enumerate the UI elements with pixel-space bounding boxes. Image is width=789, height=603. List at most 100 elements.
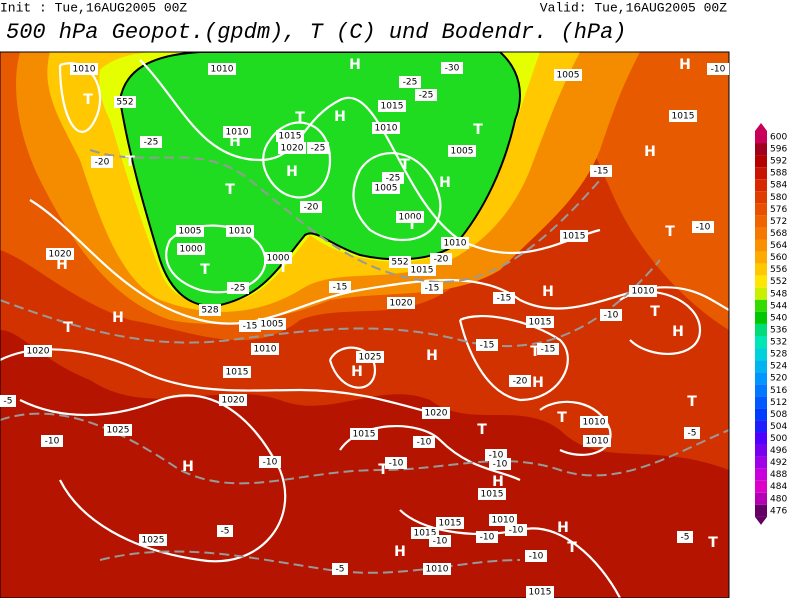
pressure-center: T bbox=[687, 394, 697, 410]
temperature-label: -5 bbox=[221, 527, 230, 537]
temperature-label: -20 bbox=[513, 377, 528, 387]
pressure-center: H bbox=[286, 164, 298, 180]
pressure-center: T bbox=[708, 535, 718, 551]
pressure-center: T bbox=[650, 304, 660, 320]
colorbar-label: 516 bbox=[770, 386, 787, 396]
colorbar-segment bbox=[755, 155, 767, 168]
isobar-label: 1005 bbox=[261, 320, 284, 330]
temperature-label-box bbox=[493, 292, 515, 304]
colorbar-segment bbox=[755, 287, 767, 300]
temperature-label: -10 bbox=[711, 65, 726, 75]
colorbar-label: 548 bbox=[770, 289, 787, 299]
temperature-label: -5 bbox=[688, 429, 697, 439]
isobar-label: 1005 bbox=[375, 184, 398, 194]
colorbar-segment bbox=[755, 143, 767, 156]
temperature-label-box bbox=[307, 142, 329, 154]
temperature-label-box bbox=[300, 201, 322, 213]
isobar-label-box bbox=[378, 100, 406, 112]
isobar-label: 1000 bbox=[267, 254, 290, 264]
colorbar-label: 496 bbox=[770, 446, 787, 456]
temperature-label-box bbox=[692, 221, 714, 233]
isobar-label-box bbox=[139, 534, 167, 546]
colorbar-segment bbox=[755, 456, 767, 469]
isobar-label: 1000 bbox=[180, 245, 203, 255]
temperature-label: -25 bbox=[386, 174, 401, 184]
isobar-label-box bbox=[176, 225, 204, 237]
temperature-label: -15 bbox=[480, 341, 495, 351]
isobar-label-box bbox=[219, 394, 247, 406]
isobar-label: 1015 bbox=[439, 519, 462, 529]
map-labels: 1010 1010 1005 1015 1010 1015 1020 1015 1010 1005… bbox=[0, 57, 729, 598]
temperature-label-box bbox=[413, 436, 435, 448]
isobar-label-box bbox=[448, 145, 476, 157]
colorbar-segment bbox=[755, 275, 767, 288]
isobar-label-box bbox=[251, 343, 279, 355]
colorbar-label: 488 bbox=[770, 470, 787, 480]
isobar-label: 1010 bbox=[586, 437, 609, 447]
colorbar-label: 564 bbox=[770, 241, 787, 251]
pressure-center: T bbox=[295, 110, 305, 126]
isobar-label-box bbox=[372, 182, 400, 194]
pressure-center: H bbox=[426, 348, 438, 364]
pressure-center: H bbox=[679, 57, 691, 73]
isobar-label-box bbox=[423, 563, 451, 575]
pressure-center: H bbox=[229, 134, 241, 150]
colorbar-segment bbox=[755, 384, 767, 397]
temperature-label: -10 bbox=[604, 311, 619, 321]
colorbar-segment bbox=[755, 263, 767, 276]
temperature-label: -15 bbox=[497, 294, 512, 304]
isobar-label: 1010 bbox=[254, 345, 277, 355]
temperature-label-box bbox=[707, 63, 729, 75]
temperature-label-box bbox=[441, 62, 463, 74]
pressure-center: H bbox=[557, 520, 569, 536]
isobar-label-box bbox=[669, 110, 697, 122]
pressure-center: H bbox=[532, 375, 544, 391]
colorbar-label: 544 bbox=[770, 301, 787, 311]
isobar-label: 1015 bbox=[226, 368, 249, 378]
temperature-label: -10 bbox=[529, 552, 544, 562]
isobar-label-box bbox=[408, 264, 436, 276]
temperature-label: -5 bbox=[4, 397, 13, 407]
temperature-label-box bbox=[0, 395, 16, 407]
isobar-label-box bbox=[554, 69, 582, 81]
isobar-label: 1015 bbox=[414, 529, 437, 539]
isobar-label-box bbox=[583, 435, 611, 447]
colorbar-segment bbox=[755, 130, 767, 144]
isobar-label: 1025 bbox=[142, 536, 165, 546]
pressure-center: T bbox=[125, 154, 135, 170]
colorbar-segment bbox=[755, 191, 767, 204]
colorbar-label: 500 bbox=[770, 434, 787, 444]
isobar-label-box bbox=[208, 63, 236, 75]
pressure-center: T bbox=[225, 182, 235, 198]
colorbar-arrow bbox=[755, 516, 767, 525]
temperature-label-box bbox=[239, 320, 261, 332]
isobar-label-box bbox=[526, 316, 554, 328]
isobar-label: 1010 bbox=[492, 516, 515, 526]
isobar-label-box bbox=[350, 428, 378, 440]
temperature-label: -15 bbox=[594, 167, 609, 177]
temperature-label: -10 bbox=[480, 533, 495, 543]
pressure-center: H bbox=[56, 257, 68, 273]
temperature-label-box bbox=[525, 550, 547, 562]
temperature-label: -25 bbox=[144, 138, 159, 148]
temperature-label: -25 bbox=[231, 284, 246, 294]
colorbar-label: 572 bbox=[770, 217, 787, 227]
colorbar-label: 592 bbox=[770, 157, 787, 167]
colorbar-segment bbox=[755, 420, 767, 433]
temperature-label: -10 bbox=[417, 438, 432, 448]
colorbar-label: 520 bbox=[770, 374, 787, 384]
temperature-label: -15 bbox=[243, 322, 258, 332]
isobar-label-box bbox=[114, 96, 136, 108]
pressure-center: T bbox=[567, 540, 577, 556]
isobar-label: 1010 bbox=[632, 287, 655, 297]
isobar-label: 1020 bbox=[49, 250, 72, 260]
colorbar-label: 484 bbox=[770, 482, 787, 492]
isobar-label: 1000 bbox=[399, 213, 422, 223]
pressure-center: H bbox=[349, 57, 361, 73]
isobar-label-box bbox=[70, 63, 98, 75]
isobar-label: 1010 bbox=[583, 418, 606, 428]
map-title: 500 hPa Geopot.(gpdm), T (C) und Bodendr… bbox=[6, 20, 627, 45]
isobar-label: 1015 bbox=[672, 112, 695, 122]
pressure-center: T bbox=[477, 422, 487, 438]
